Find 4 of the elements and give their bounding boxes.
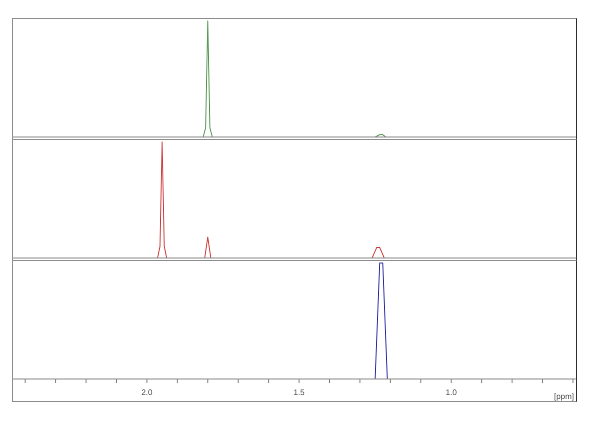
x-tick-label: 1.0 bbox=[446, 388, 458, 397]
x-axis-title: [ppm] bbox=[554, 392, 574, 401]
x-tick-label: 1.5 bbox=[294, 388, 306, 397]
x-tick-label: 2.0 bbox=[141, 388, 154, 397]
